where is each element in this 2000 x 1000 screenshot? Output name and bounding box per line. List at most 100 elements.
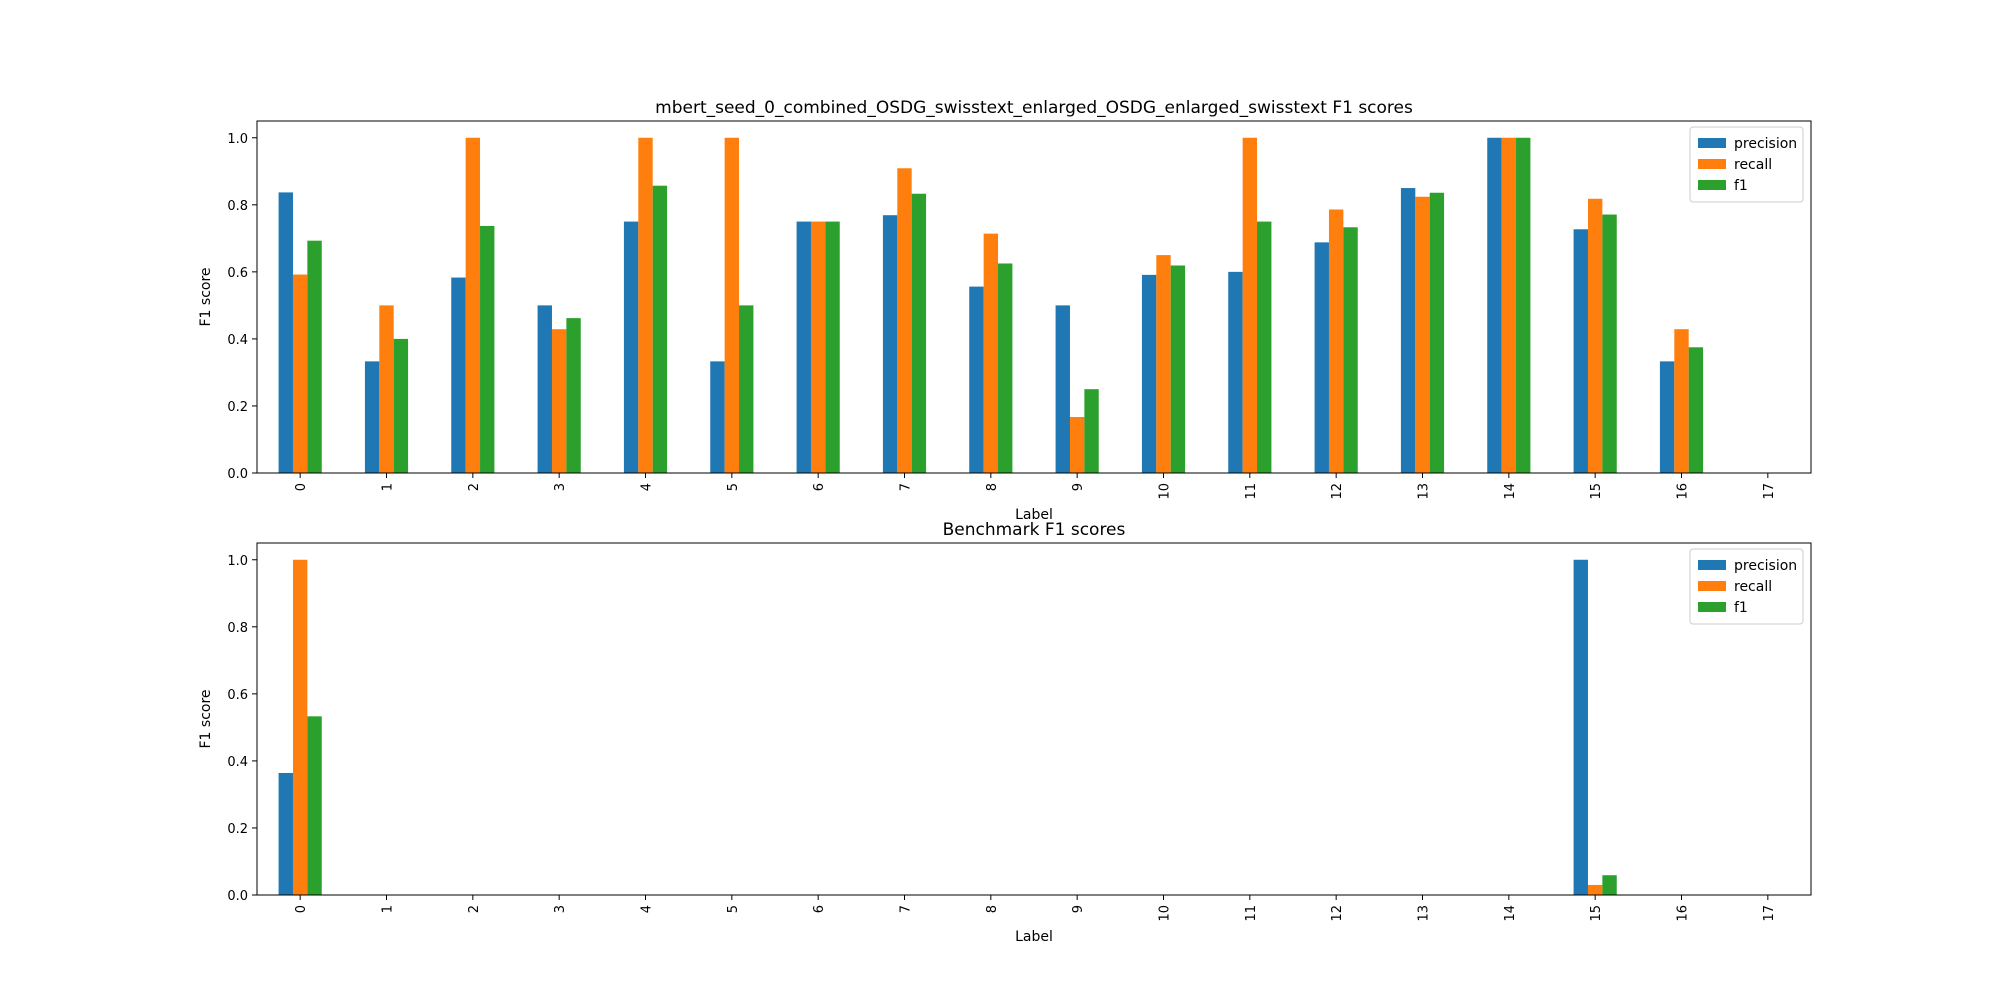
y-tick-label: 0.4	[227, 333, 248, 348]
bar-precision-15	[1573, 229, 1588, 473]
bar-precision-13	[1400, 188, 1416, 474]
bar-f1-1	[393, 338, 409, 473]
bar-recall-9	[1069, 417, 1085, 473]
bar-f1-14	[1516, 137, 1531, 473]
x-tick-label: 2	[467, 483, 482, 491]
y-tick-label: 0.0	[227, 467, 248, 482]
bar-recall-14	[1501, 137, 1517, 473]
bar-f1-11	[1257, 221, 1272, 473]
bar-precision-16	[1659, 361, 1675, 473]
chart-bottom: 0.00.20.40.60.81.00 1 2 3 4 5 6 7 8 9 10 11 12 13 14 15…	[198, 520, 1812, 945]
bar-precision-0	[278, 772, 293, 895]
x-axis-label: Label	[1015, 929, 1053, 945]
bar-precision-11	[1228, 271, 1243, 473]
x-tick-label: 11	[1244, 905, 1259, 922]
bar-precision-1	[364, 361, 380, 473]
x-axis-label: Label	[1015, 507, 1053, 523]
legend-swatch-precision	[1698, 138, 1726, 148]
bar-recall-1	[379, 305, 394, 473]
bar-f1-4	[652, 185, 668, 473]
bar-recall-11	[1242, 137, 1258, 473]
bar-recall-16	[1674, 329, 1689, 473]
x-tick-label: 9	[1071, 905, 1086, 913]
x-tick-label: 3	[553, 905, 568, 913]
x-tick-label: 17	[1762, 483, 1777, 500]
x-tick-label: 14	[1503, 905, 1518, 922]
y-tick-label: 0.0	[227, 889, 248, 904]
bar-recall-0	[292, 274, 308, 473]
x-tick-label: 14	[1503, 483, 1518, 500]
axes-frame	[256, 120, 1812, 474]
y-tick-label: 0.8	[227, 621, 248, 636]
y-tick-label: 1.0	[227, 132, 248, 147]
x-tick-label: 0	[294, 483, 309, 491]
bar-f1-12	[1343, 227, 1358, 473]
x-tick-label: 1	[381, 483, 396, 491]
bar-precision-5	[710, 361, 725, 473]
x-tick-label: 7	[899, 905, 914, 913]
x-tick-label: 17	[1762, 905, 1777, 922]
bar-recall-3	[551, 329, 567, 473]
y-axis-label: F1 score	[198, 267, 214, 326]
x-tick-label: 2	[467, 905, 482, 913]
legend-label-f1: f1	[1734, 600, 1748, 616]
bar-recall-15	[1587, 198, 1603, 473]
bar-f1-6	[825, 221, 840, 473]
x-tick-label: 12	[1330, 483, 1345, 500]
x-tick-label: 8	[985, 905, 1000, 913]
x-tick-label: 13	[1417, 905, 1432, 922]
bar-recall-6	[810, 221, 826, 473]
bar-f1-5	[739, 305, 754, 473]
chart-title: Benchmark F1 scores	[943, 520, 1126, 540]
x-tick-label: 15	[1589, 905, 1604, 922]
bar-precision-6	[796, 221, 811, 473]
y-tick-label: 1.0	[227, 554, 248, 569]
y-axis-label: F1 score	[198, 689, 214, 748]
bar-recall-2	[465, 137, 481, 473]
bar-f1-13	[1429, 192, 1445, 473]
legend-swatch-recall	[1698, 581, 1726, 591]
bar-precision-8	[969, 286, 984, 473]
y-tick-label: 0.2	[227, 822, 248, 837]
y-tick-label: 0.2	[227, 400, 248, 415]
x-tick-label: 4	[640, 905, 655, 913]
x-tick-label: 6	[812, 905, 827, 913]
x-tick-label: 0	[294, 905, 309, 913]
legend-label-precision: precision	[1734, 558, 1797, 574]
bar-f1-3	[566, 318, 581, 473]
legend-swatch-f1	[1698, 180, 1726, 190]
legend-label-precision: precision	[1734, 136, 1797, 152]
bar-f1-10	[1170, 265, 1186, 473]
bar-precision-12	[1314, 242, 1329, 473]
chart-top: 0.00.20.40.60.81.00 1 2 3 4 5 6 7 8 9 10 11 12 13 14 15…	[198, 98, 1812, 523]
bar-recall-0	[292, 559, 308, 895]
bar-precision-3	[537, 305, 552, 473]
bar-recall-8	[983, 233, 999, 473]
bar-f1-0	[307, 240, 322, 473]
x-tick-label: 15	[1589, 483, 1604, 500]
x-tick-label: 12	[1330, 905, 1345, 922]
x-tick-label: 16	[1676, 905, 1691, 922]
bar-precision-4	[623, 221, 639, 473]
x-tick-label: 10	[1158, 483, 1173, 500]
x-tick-label: 9	[1071, 483, 1086, 491]
x-tick-label: 3	[553, 483, 568, 491]
bar-precision-9	[1055, 305, 1070, 473]
bar-recall-10	[1156, 255, 1171, 473]
bar-f1-8	[998, 263, 1013, 473]
bar-f1-15	[1602, 214, 1617, 473]
x-tick-label: 10	[1158, 905, 1173, 922]
y-tick-label: 0.6	[227, 688, 248, 703]
bar-precision-15	[1573, 559, 1588, 895]
y-tick-label: 0.8	[227, 199, 248, 214]
bar-recall-7	[897, 168, 912, 474]
legend-label-recall: recall	[1734, 157, 1772, 173]
bar-recall-12	[1328, 209, 1344, 473]
bar-f1-15	[1602, 875, 1617, 895]
bar-recall-4	[638, 137, 653, 473]
bar-f1-9	[1084, 389, 1099, 473]
legend-swatch-recall	[1698, 159, 1726, 169]
bar-precision-0	[278, 192, 293, 474]
x-tick-label: 7	[899, 483, 914, 491]
